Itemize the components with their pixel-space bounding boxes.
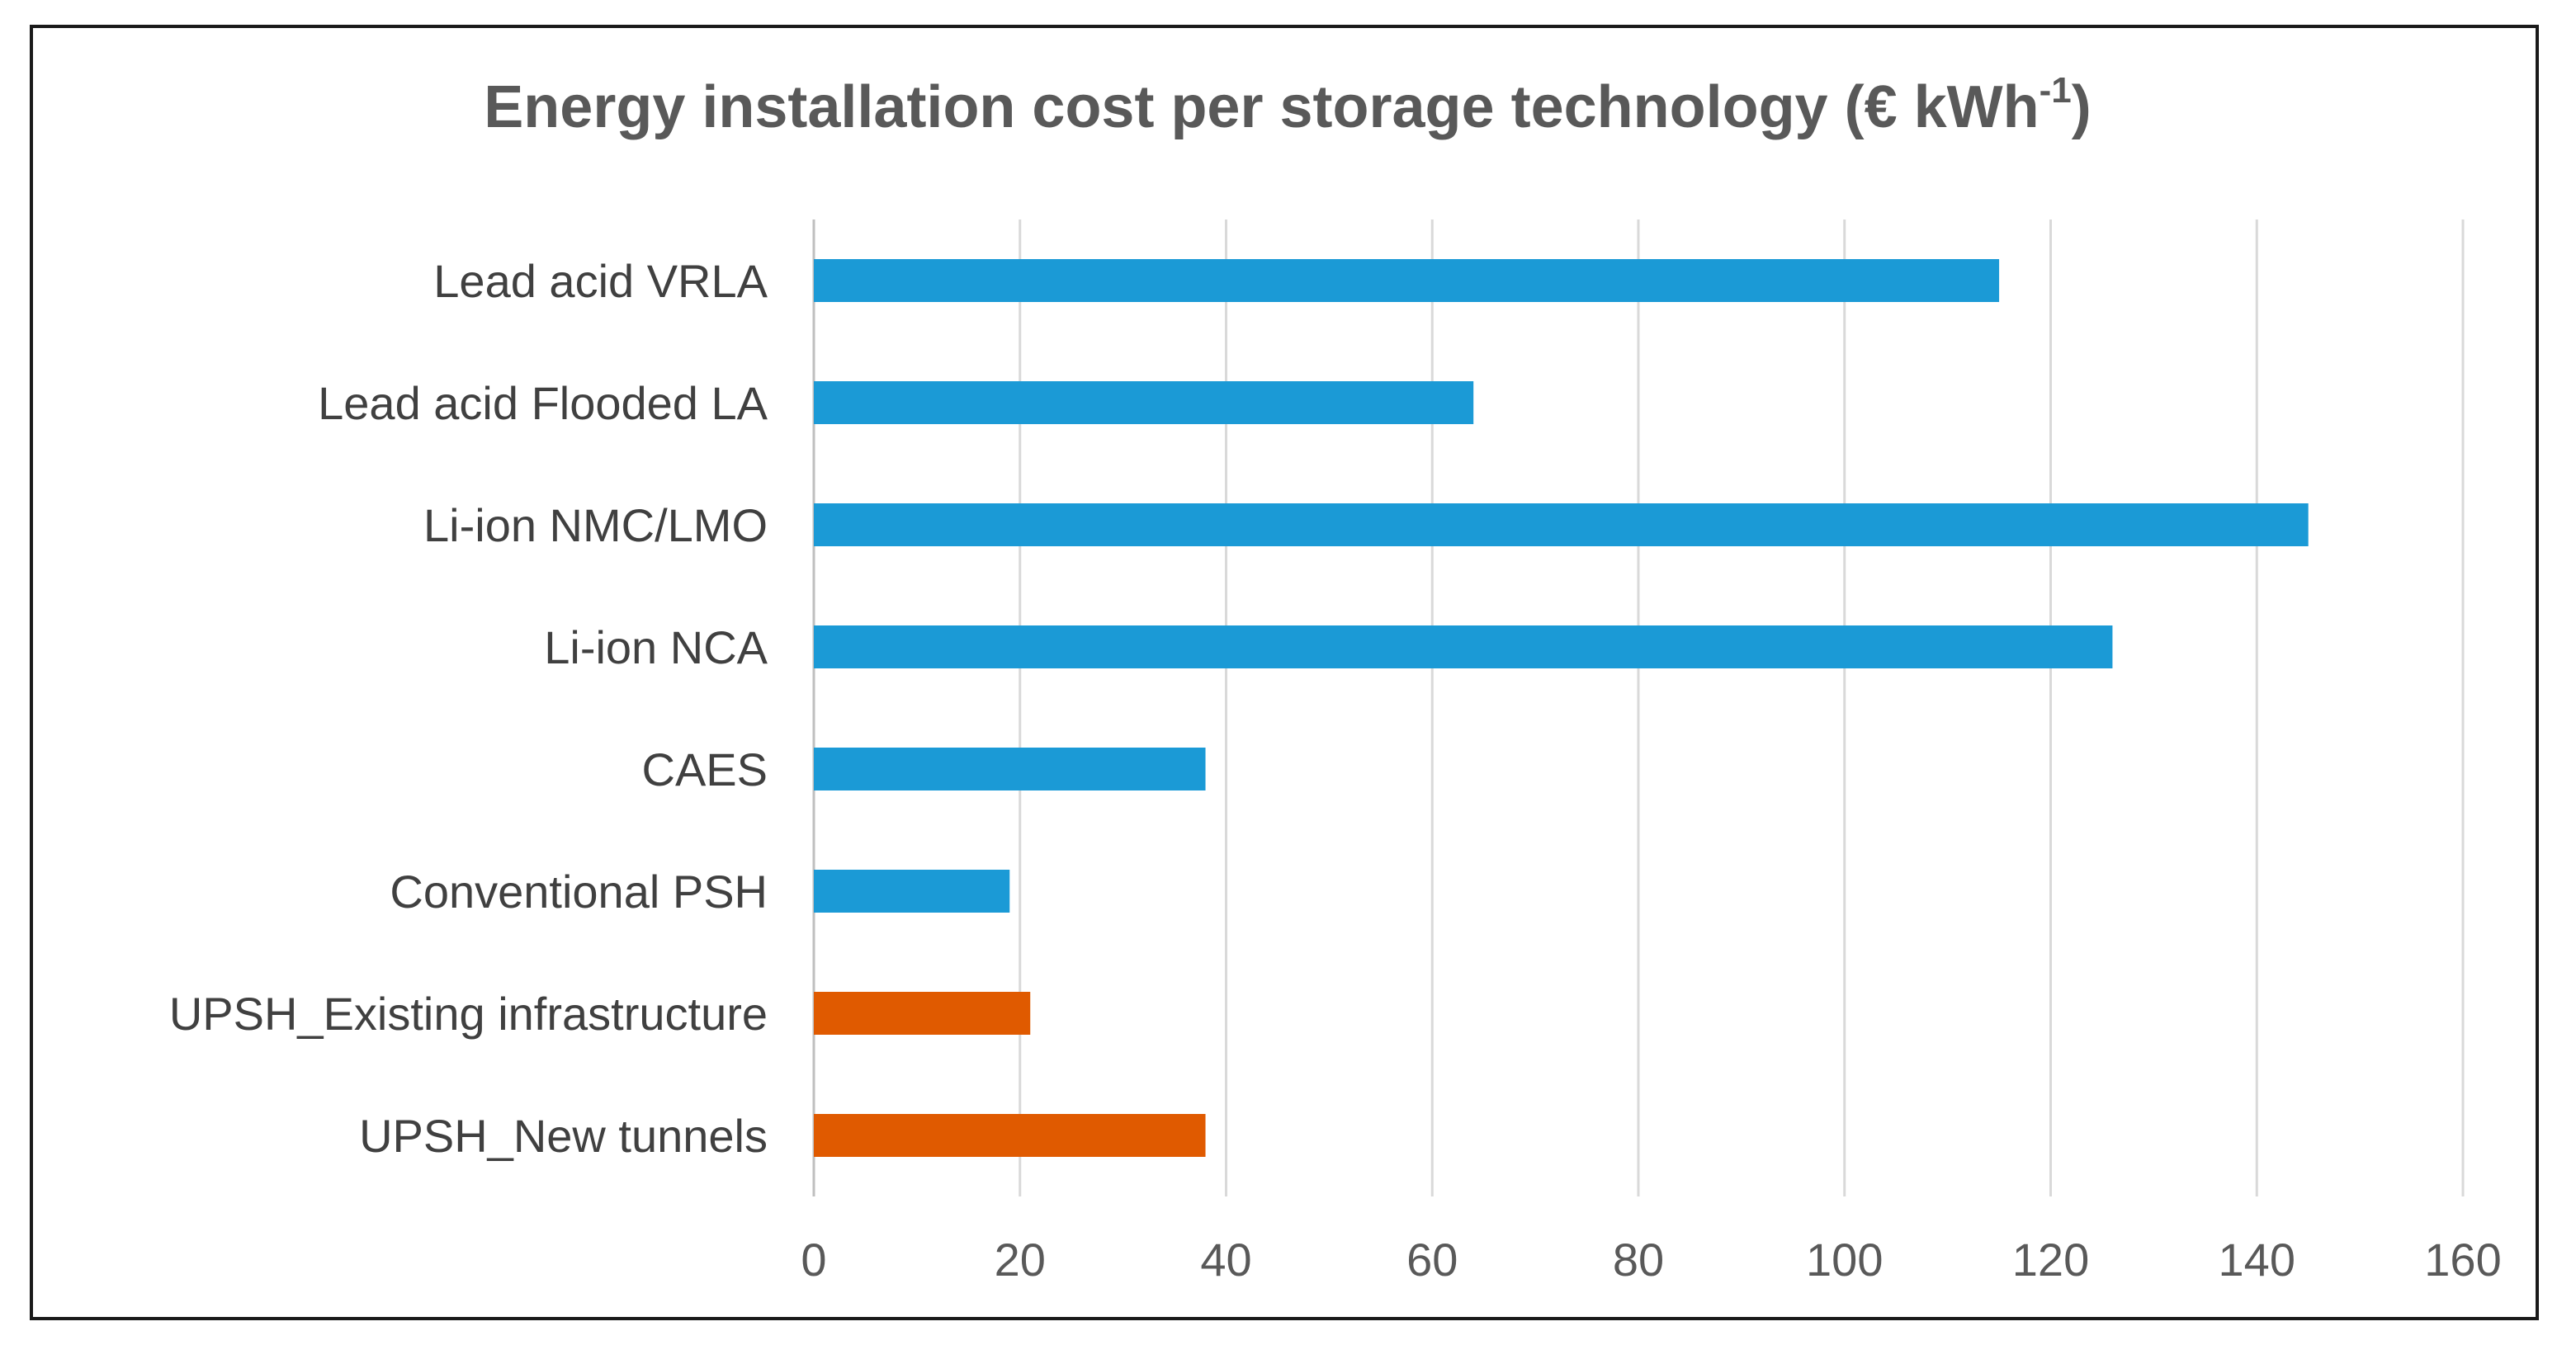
- x-tick-label: 40: [1200, 1234, 1251, 1286]
- category-label: Li-ion NMC/LMO: [423, 499, 768, 551]
- x-tick-label: 120: [2012, 1234, 2089, 1286]
- x-tick-label: 100: [1806, 1234, 1883, 1286]
- chart-title: Energy installation cost per storage tec…: [484, 70, 2091, 140]
- category-label: UPSH_New tunnels: [359, 1110, 768, 1162]
- x-tick-label: 140: [2219, 1234, 2295, 1286]
- chart-frame: Energy installation cost per storage tec…: [30, 25, 2539, 1320]
- x-tick-labels: 0 20 40 60 80 100 120 140 160: [801, 1234, 2501, 1286]
- category-label: UPSH_Existing infrastructure: [169, 988, 768, 1040]
- bars: [814, 259, 2309, 1157]
- x-tick-label: 60: [1406, 1234, 1458, 1286]
- chart-title-main: Energy installation cost per storage tec…: [484, 74, 2039, 140]
- category-label: Li-ion NCA: [544, 621, 768, 673]
- chart-title-superscript: -1: [2040, 70, 2072, 111]
- bar-conventional-psh: [814, 870, 1010, 913]
- bar-upsh-new-tunnels: [814, 1114, 1206, 1157]
- bar-chart: Energy installation cost per storage tec…: [169, 70, 2502, 1286]
- bar-lead-acid-vrla: [814, 259, 2000, 302]
- x-tick-label: 20: [995, 1234, 1046, 1286]
- category-label: Conventional PSH: [390, 866, 768, 918]
- bar-li-ion-nmc-lmo: [814, 503, 2309, 546]
- category-label: Lead acid Flooded LA: [318, 377, 768, 429]
- category-labels: Lead acid VRLA Lead acid Flooded LA Li-ion…: [169, 255, 768, 1162]
- category-label: Lead acid VRLA: [433, 255, 768, 307]
- bar-upsh-existing-infrastructure: [814, 992, 1031, 1035]
- chart-title-suffix: ): [2072, 74, 2092, 140]
- x-tick-label: 80: [1613, 1234, 1664, 1286]
- bar-li-ion-nca: [814, 625, 2113, 668]
- x-tick-label: 160: [2424, 1234, 2501, 1286]
- x-tick-label: 0: [801, 1234, 826, 1286]
- bar-caes: [814, 748, 1206, 790]
- bar-lead-acid-flooded-la: [814, 381, 1474, 424]
- category-label: CAES: [642, 743, 768, 795]
- gridlines: [812, 219, 2465, 1196]
